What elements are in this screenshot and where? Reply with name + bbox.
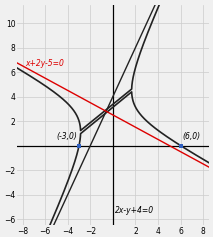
Text: 2x-y+4=0: 2x-y+4=0 (115, 206, 154, 215)
Text: x+2y-5=0: x+2y-5=0 (25, 59, 64, 68)
Text: (-3,0): (-3,0) (56, 132, 77, 141)
Text: (6,0): (6,0) (183, 132, 201, 141)
